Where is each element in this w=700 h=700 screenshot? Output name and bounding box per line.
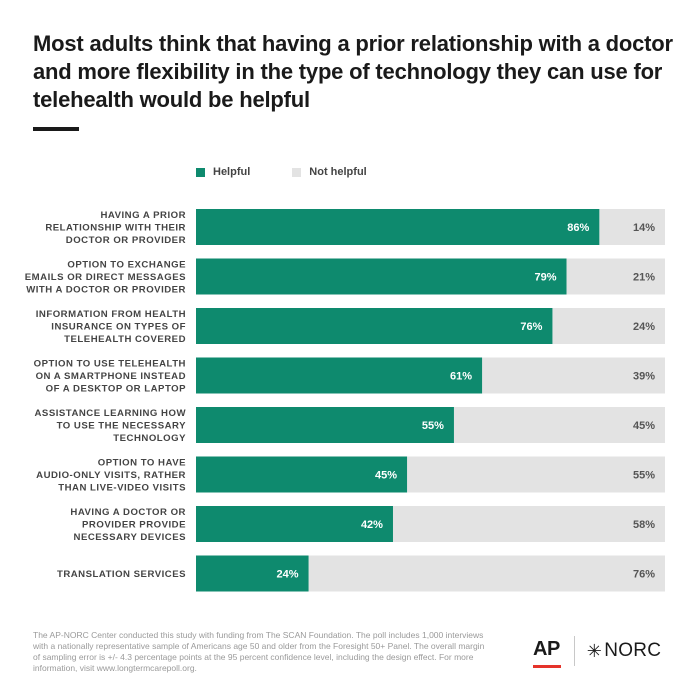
footnote: The AP-NORC Center conducted this study … [33, 630, 485, 673]
value-label-helpful: 86% [567, 222, 589, 234]
value-label-helpful: 45% [375, 470, 397, 482]
value-label-not-helpful: 39% [633, 371, 655, 383]
title-underline [33, 127, 79, 131]
value-label-helpful: 79% [534, 272, 556, 284]
category-label-line: AUDIO-ONLY VISITS, RATHER [36, 470, 186, 481]
category-label-line: TRANSLATION SERVICES [57, 569, 186, 580]
ap-logo: AP [533, 637, 561, 668]
value-label-helpful: 76% [520, 321, 542, 333]
category-label-line: OPTION TO EXCHANGE [67, 260, 186, 271]
category-label-line: ON A SMARTPHONE INSTEAD [36, 371, 186, 382]
bar-helpful [196, 357, 483, 394]
bar-chart: 86% 14% HAVING A PRIOR RELATIONSHIP WITH TH… [25, 209, 665, 592]
value-label-not-helpful: 21% [633, 272, 655, 284]
bar-not-helpful [308, 555, 665, 592]
ap-logo-text: AP [533, 637, 560, 660]
category-label-line: INSURANCE ON TYPES OF [51, 322, 186, 333]
value-label-helpful: 24% [277, 569, 299, 581]
bar-not-helpful [599, 209, 665, 245]
category-label: OPTION TO USE TELEHEALTH ON A SMARTPHONE … [34, 359, 186, 395]
bar-not-helpful [392, 506, 665, 542]
ap-logo-underline [533, 664, 561, 668]
category-label-line: TELEHEALTH COVERED [64, 334, 186, 345]
category-label-line: EMAILS OR DIRECT MESSAGES [25, 272, 186, 283]
value-label-helpful: 42% [361, 519, 383, 531]
category-label: OPTION TO HAVE AUDIO-ONLY VISITS, RATHER T… [36, 458, 186, 494]
category-label-line: DOCTOR OR PROVIDER [66, 235, 186, 246]
logo-divider [573, 636, 575, 666]
legend-item-not-helpful: Not helpful [292, 166, 367, 178]
bar-helpful [196, 308, 553, 344]
norc-logo: ✳ NORC [587, 640, 662, 662]
value-label-not-helpful: 45% [633, 420, 655, 432]
bar-helpful [196, 456, 408, 493]
category-label: TRANSLATION SERVICES [57, 569, 186, 580]
value-label-not-helpful: 76% [633, 569, 655, 581]
logos: AP ✳ NORC [533, 634, 661, 668]
legend-swatch-helpful [196, 167, 205, 177]
category-label-line: OPTION TO HAVE [98, 458, 186, 469]
value-label-not-helpful: 55% [633, 470, 655, 482]
legend-label-helpful: Helpful [213, 166, 251, 178]
category-label-line: PROVIDER PROVIDE [82, 520, 186, 531]
category-label-line: WITH A DOCTOR OR PROVIDER [26, 285, 186, 296]
bar-not-helpful [566, 258, 665, 295]
category-label: ASSISTANCE LEARNING HOW TO USE THE NECESS… [35, 408, 187, 444]
category-label-line: RELATIONSHIP WITH THEIR [45, 223, 186, 234]
bar-not-helpful [482, 357, 665, 394]
category-label-line: OPTION TO USE TELEHEALTH [34, 359, 186, 370]
bar-helpful [196, 407, 454, 443]
legend: Helpful Not helpful [196, 165, 409, 179]
category-label-line: HAVING A DOCTOR OR [70, 507, 186, 518]
value-label-helpful: 55% [422, 420, 444, 432]
legend-item-helpful: Helpful [196, 166, 250, 178]
value-label-not-helpful: 14% [633, 222, 655, 234]
bar-helpful [196, 209, 600, 245]
category-label: INFORMATION FROM HEALTH INSURANCE ON TYPE… [36, 309, 186, 345]
norc-star-icon: ✳ [586, 640, 603, 661]
bar-not-helpful [407, 456, 665, 493]
category-label-line: THAN LIVE-VIDEO VISITS [58, 483, 186, 494]
category-label-line: ASSISTANCE LEARNING HOW [35, 408, 187, 419]
legend-label-not-helpful: Not helpful [309, 166, 367, 178]
bar-helpful [196, 555, 309, 592]
category-label-line: OF A DESKTOP OR LAPTOP [46, 384, 186, 395]
value-label-not-helpful: 58% [633, 519, 655, 531]
value-label-not-helpful: 24% [633, 321, 655, 333]
category-label-line: NECESSARY DEVICES [74, 532, 187, 543]
category-label: OPTION TO EXCHANGE EMAILS OR DIRECT MESSA… [25, 260, 186, 296]
category-label-line: TECHNOLOGY [113, 433, 186, 444]
value-label-helpful: 61% [450, 371, 472, 383]
category-label-line: TO USE THE NECESSARY [57, 421, 187, 432]
category-label: HAVING A DOCTOR OR PROVIDER PROVIDE NECESS… [70, 507, 186, 543]
bar-helpful [196, 258, 567, 295]
chart-title: Most adults think that having a prior re… [33, 31, 673, 112]
category-label: HAVING A PRIOR RELATIONSHIP WITH THEIR DOC… [45, 210, 186, 246]
category-label-line: INFORMATION FROM HEALTH [36, 309, 186, 320]
bar-not-helpful [552, 308, 665, 344]
category-label-line: HAVING A PRIOR [100, 210, 186, 221]
bar-not-helpful [453, 407, 665, 443]
bar-helpful [196, 506, 393, 542]
norc-logo-text: NORC [604, 640, 662, 661]
legend-swatch-not-helpful [292, 167, 302, 177]
